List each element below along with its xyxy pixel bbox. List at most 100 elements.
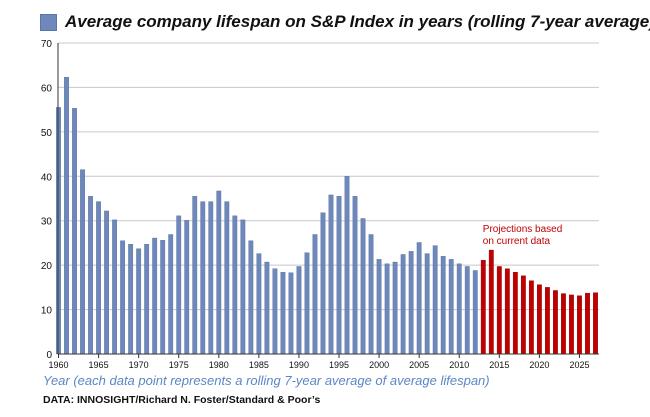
- bar: [456, 263, 462, 355]
- bar: [352, 196, 358, 355]
- bar: [400, 254, 406, 355]
- bar: [280, 272, 286, 355]
- bar: [384, 263, 390, 355]
- y-tick-label: 50: [41, 128, 53, 139]
- projection-annotation: Projections based: [483, 224, 562, 235]
- bar: [304, 252, 310, 355]
- bar: [176, 215, 182, 355]
- bar: [424, 253, 430, 355]
- x-tick-label: 1985: [249, 360, 269, 370]
- legend: Average company lifespan on S&P Index in…: [40, 11, 650, 33]
- x-tick-label: 1990: [289, 360, 309, 370]
- projection-bar: [504, 268, 510, 355]
- x-tick-label: 1995: [329, 360, 349, 370]
- bar: [360, 218, 366, 355]
- bar: [208, 201, 214, 355]
- x-tick-label: 1975: [169, 360, 189, 370]
- bar: [144, 244, 150, 355]
- bar: [376, 259, 382, 355]
- bar: [320, 212, 326, 355]
- bar: [272, 268, 278, 355]
- bar: [160, 240, 166, 355]
- projection-bar: [577, 295, 582, 355]
- bar: [264, 261, 270, 355]
- bar: [232, 215, 238, 355]
- y-tick-label: 40: [41, 172, 53, 183]
- bar: [216, 190, 222, 355]
- projection-bar: [488, 249, 494, 355]
- axes: [57, 43, 599, 355]
- projection-bar: [585, 292, 590, 355]
- bar: [112, 219, 118, 355]
- x-tick-label: 2005: [409, 360, 429, 370]
- bar: [256, 253, 262, 355]
- projection-bar: [496, 266, 502, 355]
- bar: [80, 169, 85, 355]
- projection-bar: [520, 275, 526, 355]
- y-tick-label: 30: [41, 217, 53, 228]
- bar: [128, 244, 134, 355]
- x-tick-label: 2020: [529, 360, 549, 370]
- x-tick-label: 1965: [89, 360, 109, 370]
- bar: [104, 210, 109, 355]
- bar: [224, 201, 230, 355]
- projection-bar: [561, 293, 566, 355]
- bar: [328, 194, 334, 355]
- chart-title: Average company lifespan on S&P Index in…: [65, 12, 650, 31]
- x-axis-ticks: 1960 1965 1970 1975 1980 1985 1990 1995 2000 2005…: [48, 354, 589, 370]
- y-tick-label: 60: [41, 83, 53, 94]
- bar: [64, 77, 69, 355]
- bars: [56, 77, 598, 355]
- y-axis-ticks: 0 10 20 30 40 50 60 70: [41, 39, 53, 361]
- bar: [440, 256, 446, 355]
- bar: [96, 201, 101, 355]
- bar: [240, 219, 246, 355]
- bar: [288, 272, 294, 355]
- bar: [416, 242, 422, 355]
- bar: [432, 245, 438, 355]
- y-tick-label: 20: [41, 261, 53, 272]
- projection-bar: [544, 287, 550, 355]
- projection-bar: [569, 294, 574, 355]
- bar: [464, 266, 470, 355]
- x-tick-label: 1960: [48, 360, 68, 370]
- bar: [184, 220, 190, 355]
- x-tick-label: 2010: [449, 360, 469, 370]
- projection-bar: [480, 260, 486, 355]
- bar: [472, 270, 478, 355]
- bar: [88, 196, 93, 355]
- bar: [336, 196, 342, 355]
- bar: [448, 259, 454, 355]
- projection-bar: [536, 284, 542, 355]
- bar: [296, 266, 302, 355]
- x-tick-label: 2015: [489, 360, 509, 370]
- x-axis-label: Year (each data point represents a rolli…: [43, 373, 490, 388]
- bar: [200, 201, 206, 355]
- x-tick-label: 2000: [369, 360, 389, 370]
- bar: [72, 108, 77, 355]
- projection-bar: [553, 290, 558, 355]
- x-tick-label: 1970: [129, 360, 149, 370]
- projection-annotation: on current data: [483, 236, 551, 247]
- x-tick-label: 1980: [209, 360, 229, 370]
- bar: [392, 261, 398, 355]
- projection-bar: [512, 272, 518, 355]
- bar: [368, 234, 374, 355]
- projection-bar: [528, 280, 534, 355]
- bar: [408, 251, 414, 355]
- bar: [344, 176, 350, 355]
- bar: [136, 248, 142, 355]
- source-note: DATA: INNOSIGHT/Richard N. Foster/Standa…: [43, 394, 321, 406]
- y-tick-label: 0: [46, 350, 52, 361]
- bar: [120, 240, 126, 355]
- bar: [168, 234, 174, 355]
- bar: [152, 237, 158, 355]
- bar: [248, 240, 254, 355]
- legend-swatch: [40, 13, 57, 31]
- bar: [312, 234, 318, 355]
- y-tick-label: 70: [41, 39, 53, 50]
- y-tick-label: 10: [41, 306, 53, 317]
- bar: [192, 196, 198, 355]
